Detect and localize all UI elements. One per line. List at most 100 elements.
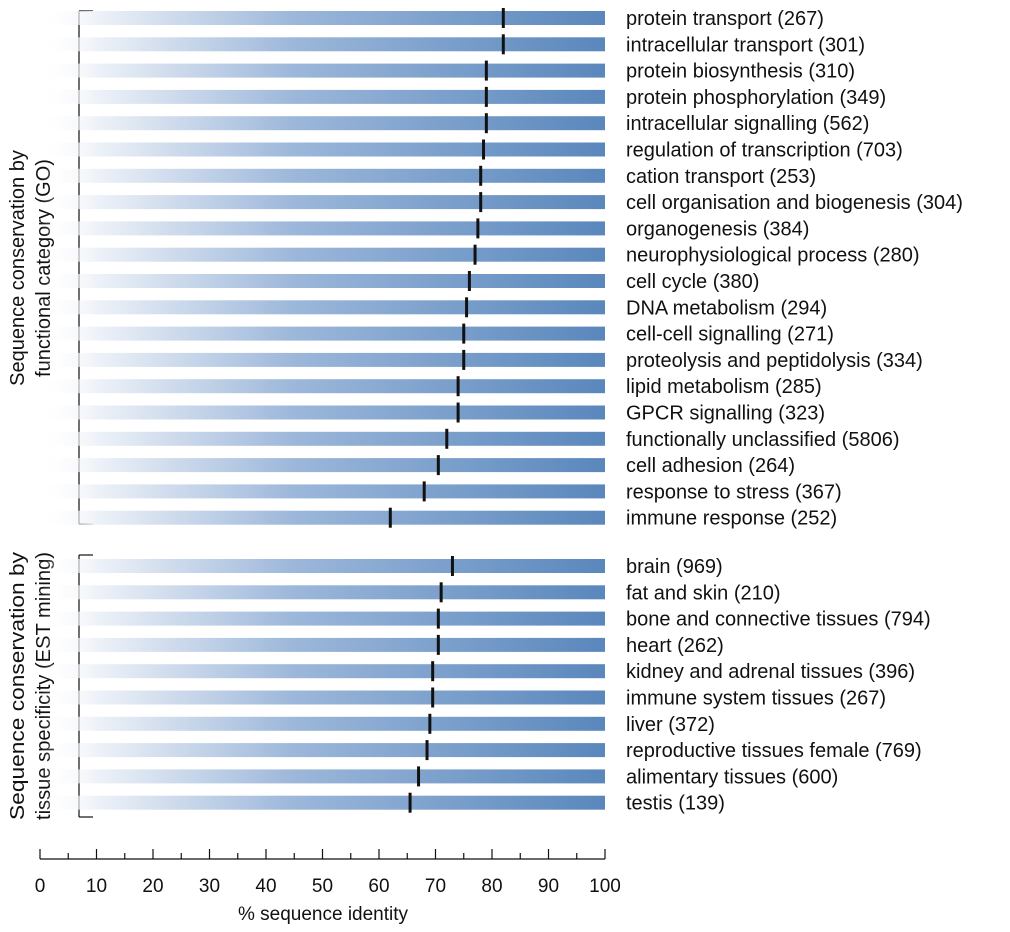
group-title-line2: functional category (GO) bbox=[33, 159, 55, 377]
row-label: liver (372) bbox=[626, 714, 715, 736]
chart-row: alimentary tissues (600) bbox=[40, 766, 838, 788]
bar bbox=[40, 274, 605, 288]
tissue-specificity-group: Sequence conservation by tissue specific… bbox=[7, 552, 931, 820]
x-tick-label: 40 bbox=[255, 876, 276, 897]
row-label: kidney and adrenal tissues (396) bbox=[626, 661, 915, 683]
chart-row: protein phosphorylation (349) bbox=[40, 86, 886, 109]
x-tick-label: 0 bbox=[35, 876, 46, 897]
chart-row: reproductive tissues female (769) bbox=[40, 740, 922, 762]
chart-row: lipid metabolism (285) bbox=[40, 376, 822, 398]
row-label: response to stress (367) bbox=[626, 481, 842, 503]
chart-row: cell adhesion (264) bbox=[40, 455, 795, 477]
bar bbox=[40, 559, 605, 573]
x-tick-label: 80 bbox=[481, 876, 502, 897]
x-tick-label: 30 bbox=[199, 876, 220, 897]
chart-row: functionally unclassified (5806) bbox=[40, 428, 900, 451]
chart-row: immune system tissues (267) bbox=[40, 687, 886, 710]
group-title-line1: Sequence conservation by bbox=[7, 552, 29, 820]
row-label: fat and skin (210) bbox=[626, 582, 781, 604]
row-label: cell organisation and biogenesis (304) bbox=[626, 192, 963, 214]
row-label: lipid metabolism (285) bbox=[626, 376, 822, 398]
chart-row: immune response (252) bbox=[40, 507, 837, 530]
row-label: cell-cell signalling (271) bbox=[626, 324, 834, 346]
row-label: protein transport (267) bbox=[626, 8, 824, 30]
row-label: bone and connective tissues (794) bbox=[626, 609, 931, 631]
group-title-line1: Sequence conservation by bbox=[7, 150, 29, 386]
chart-row: cell-cell signalling (271) bbox=[40, 323, 834, 346]
bar bbox=[40, 510, 605, 525]
bar bbox=[40, 326, 605, 341]
row-label: functionally unclassified (5806) bbox=[626, 429, 900, 451]
x-tick-label: 60 bbox=[368, 876, 389, 897]
row-label: reproductive tissues female (769) bbox=[626, 740, 922, 762]
chart-row: cell cycle (380) bbox=[40, 271, 759, 293]
chart-row: liver (372) bbox=[40, 713, 715, 736]
row-label: protein phosphorylation (349) bbox=[626, 87, 886, 109]
chart-row: testis (139) bbox=[40, 792, 725, 815]
row-label: proteolysis and peptidolysis (334) bbox=[626, 350, 923, 372]
bar bbox=[40, 379, 605, 394]
row-label: DNA metabolism (294) bbox=[626, 297, 827, 319]
row-label: immune response (252) bbox=[626, 508, 837, 530]
functional-category-rows: protein transport (267) intracellular tra… bbox=[40, 8, 963, 530]
chart-row: cation transport (253) bbox=[40, 165, 816, 188]
row-label: intracellular transport (301) bbox=[626, 34, 865, 56]
chart-row: intracellular signalling (562) bbox=[40, 113, 869, 135]
row-label: intracellular signalling (562) bbox=[626, 113, 869, 135]
bar bbox=[40, 37, 605, 52]
bar bbox=[40, 716, 605, 731]
row-label: organogenesis (384) bbox=[626, 218, 809, 240]
bar bbox=[40, 247, 605, 262]
row-label: cell adhesion (264) bbox=[626, 455, 795, 477]
x-tick-label: 50 bbox=[312, 876, 333, 897]
bar bbox=[40, 352, 605, 367]
bar bbox=[40, 63, 605, 78]
chart-row: cell organisation and biogenesis (304) bbox=[40, 192, 963, 214]
bar bbox=[40, 611, 605, 626]
bar bbox=[40, 89, 605, 104]
chart-row: intracellular transport (301) bbox=[40, 34, 865, 56]
bar bbox=[40, 743, 605, 758]
row-label: GPCR signalling (323) bbox=[626, 403, 825, 425]
row-label: neurophysiological process (280) bbox=[626, 245, 920, 267]
tissue-specificity-rows: brain (969) fat and skin (210) bone and co… bbox=[40, 556, 931, 815]
bar bbox=[40, 168, 605, 183]
row-label: alimentary tissues (600) bbox=[626, 766, 838, 788]
chart-row: protein transport (267) bbox=[40, 8, 824, 30]
row-label: protein biosynthesis (310) bbox=[626, 61, 855, 83]
x-tick-label: 70 bbox=[425, 876, 446, 897]
functional-category-group: Sequence conservation by functional cate… bbox=[7, 8, 963, 530]
chart-row: fat and skin (210) bbox=[40, 582, 781, 604]
bar bbox=[40, 458, 605, 473]
bar bbox=[40, 690, 605, 705]
bar bbox=[40, 11, 605, 25]
row-label: testis (139) bbox=[626, 793, 725, 815]
x-tick-label: 20 bbox=[142, 876, 163, 897]
chart-row: DNA metabolism (294) bbox=[40, 297, 827, 319]
chart-row: organogenesis (384) bbox=[40, 218, 809, 240]
bar bbox=[40, 664, 605, 679]
x-tick-label: 100 bbox=[589, 876, 621, 897]
x-tick-label: 10 bbox=[86, 876, 107, 897]
chart-row: regulation of transcription (703) bbox=[40, 139, 903, 162]
row-label: heart (262) bbox=[626, 635, 724, 657]
chart-row: kidney and adrenal tissues (396) bbox=[40, 661, 915, 683]
bar bbox=[40, 585, 605, 600]
bar bbox=[40, 637, 605, 652]
x-axis: 0 10 20 30 40 50 60 70 80 90 100 % sequence identi… bbox=[35, 849, 621, 925]
bar bbox=[40, 484, 605, 499]
row-label: immune system tissues (267) bbox=[626, 688, 886, 710]
bar bbox=[40, 221, 605, 236]
bar bbox=[40, 405, 605, 420]
bar bbox=[40, 116, 605, 131]
chart-row: response to stress (367) bbox=[40, 481, 842, 503]
chart-row: neurophysiological process (280) bbox=[40, 244, 920, 267]
chart-row: protein biosynthesis (310) bbox=[40, 60, 855, 83]
chart-row: proteolysis and peptidolysis (334) bbox=[40, 349, 923, 372]
bar bbox=[40, 795, 605, 810]
row-label: brain (969) bbox=[626, 556, 723, 578]
bar bbox=[40, 195, 605, 210]
chart-row: bone and connective tissues (794) bbox=[40, 608, 931, 631]
chart-row: GPCR signalling (323) bbox=[40, 402, 825, 425]
